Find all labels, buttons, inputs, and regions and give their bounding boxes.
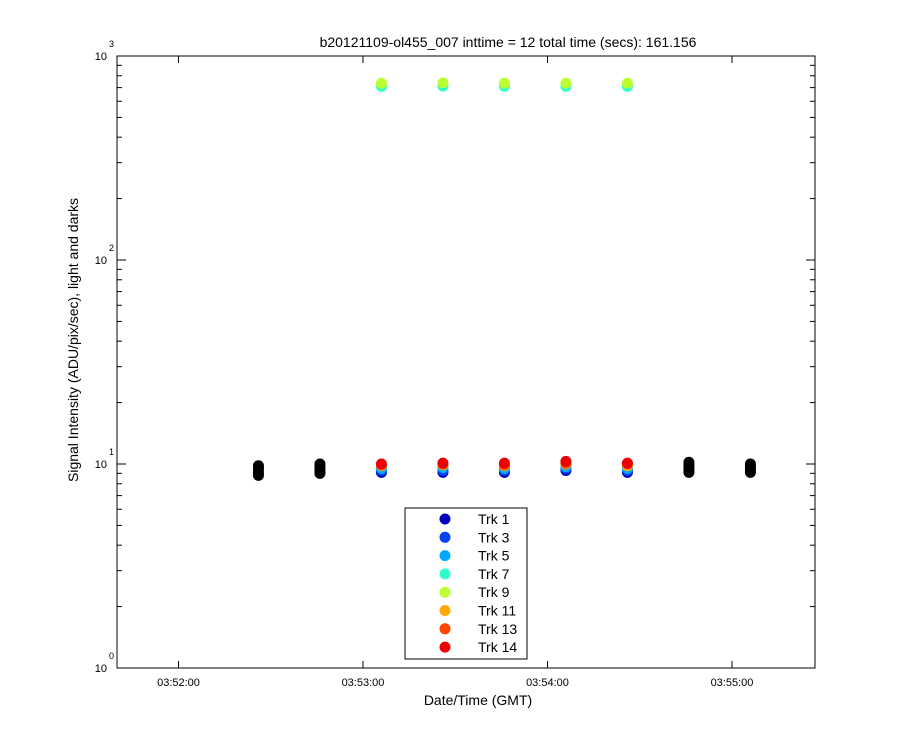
legend-label: Trk 9: [478, 584, 510, 600]
legend-label: Trk 11: [478, 603, 516, 619]
legend-label: Trk 7: [478, 566, 510, 582]
y-axis-label: Signal Intensity (ADU/pix/sec), light an…: [65, 198, 81, 482]
series-point-trk-9: [621, 77, 633, 89]
legend-marker: [439, 586, 451, 598]
series-point-trk-14: [621, 457, 633, 469]
y-tick-label: 10: [95, 663, 107, 675]
series-point-trk-9: [375, 77, 387, 89]
y-tick-exponent: 2: [109, 243, 114, 253]
legend-label: Trk 5: [478, 548, 510, 564]
legend-label: Trk 13: [478, 621, 517, 637]
y-tick-exponent: 1: [109, 447, 114, 457]
legend-marker: [439, 568, 451, 580]
y-tick-label: 10: [95, 51, 107, 63]
series-point-trk-9: [498, 77, 510, 89]
legend: Trk 1 Trk 3 Trk 5 Trk 7 Trk 9 Trk 11 Trk 13 Trk…: [404, 507, 528, 660]
series-point-trk-14: [560, 455, 572, 467]
dark-frame-point: [314, 458, 326, 470]
x-tick-label: 03:55:00: [711, 677, 754, 689]
x-axis-label: Date/Time (GMT): [424, 692, 532, 708]
legend-label: Trk 3: [478, 529, 510, 545]
legend-label: Trk 1: [478, 511, 510, 527]
y-tick-label: 10: [95, 459, 107, 471]
x-tick-label: 03:54:00: [526, 677, 569, 689]
chart-title: b20121109-ol455_007 inttime = 12 total t…: [320, 34, 697, 50]
series-point-trk-14: [498, 457, 510, 469]
y-tick-exponent: 0: [109, 651, 114, 661]
x-tick-label: 03:52:00: [157, 677, 200, 689]
legend-marker: [439, 531, 451, 543]
legend-marker: [439, 641, 451, 653]
legend-marker: [439, 605, 451, 616]
legend-marker: [439, 623, 451, 635]
data-points: [252, 77, 756, 481]
x-tick-label: 03:53:00: [342, 677, 385, 689]
series-point-trk-9: [437, 77, 449, 89]
series-point-trk-14: [375, 458, 387, 470]
x-axis: 03:52:00 03:53:00 03:54:00 03:55:00: [157, 56, 753, 689]
dark-frame-point: [252, 460, 264, 472]
y-tick-exponent: 3: [109, 39, 114, 49]
legend-label: Trk 14: [478, 639, 517, 655]
legend-marker: [439, 513, 451, 525]
dark-frame-point: [683, 456, 695, 468]
legend-box: [404, 507, 528, 660]
series-point-trk-9: [560, 77, 572, 89]
y-tick-label: 10: [95, 255, 107, 267]
series-point-trk-14: [437, 457, 449, 469]
legend-marker: [439, 550, 451, 562]
dark-frame-point: [744, 458, 756, 470]
